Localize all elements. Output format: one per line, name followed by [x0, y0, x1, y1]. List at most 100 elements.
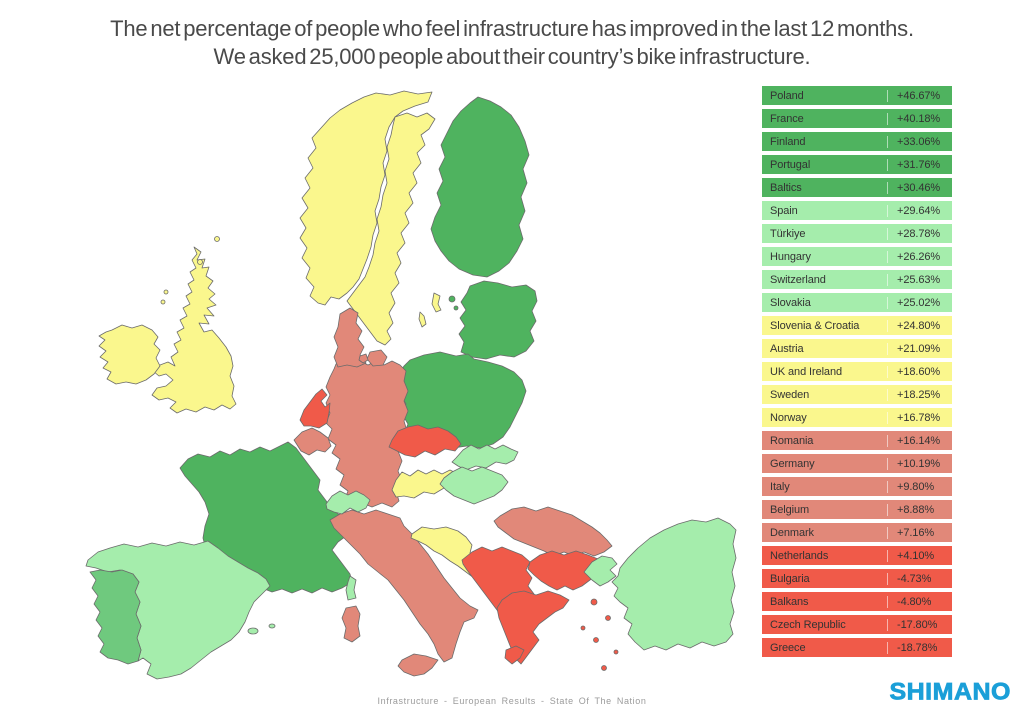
legend-value-label: +16.14%: [887, 434, 952, 447]
legend-row: Hungary +26.26%: [762, 247, 952, 266]
legend-country-label: UK and Ireland: [770, 365, 842, 378]
map-uk-island: [163, 289, 169, 295]
legend-value-label: +4.10%: [887, 549, 952, 562]
legend-row: Austria +21.09%: [762, 339, 952, 358]
map-region-germany: [325, 360, 409, 508]
map-uk-island: [197, 259, 203, 265]
map-region-italy: [329, 509, 479, 663]
legend-country-label: Balkans: [770, 595, 809, 608]
legend-country-label: Romania: [770, 434, 814, 447]
map-region-denmark: [333, 307, 367, 368]
legend-country-label: Czech Republic: [770, 618, 846, 631]
legend-value-label: +9.80%: [887, 480, 952, 493]
legend-country-label: Bulgaria: [770, 572, 810, 585]
map-region-turkiye: [611, 517, 737, 651]
title-line-1: The net percentage of people who feel in…: [110, 16, 914, 41]
legend-row: Türkiye +28.78%: [762, 224, 952, 243]
map-oland: [418, 311, 427, 328]
map-region-turkiye-thrace: [583, 555, 618, 587]
legend-value-label: +16.78%: [887, 411, 952, 424]
legend-row: Romania +16.14%: [762, 431, 952, 450]
map-region-czech-republic: [388, 424, 462, 458]
legend-row: Spain +29.64%: [762, 201, 952, 220]
legend-country-label: Greece: [770, 641, 806, 654]
map-aegean-island: [601, 665, 607, 671]
legend-row: Germany +10.19%: [762, 454, 952, 473]
legend-row: Belgium +8.88%: [762, 500, 952, 519]
map-region-belgium: [293, 427, 332, 456]
legend-value-label: -18.78%: [887, 641, 952, 654]
legend-row: Czech Republic -17.80%: [762, 615, 952, 634]
map-region-bulgaria: [527, 550, 605, 591]
legend-value-label: +29.64%: [887, 204, 952, 217]
map-aegean-island: [605, 615, 611, 621]
map-aegean-island: [613, 649, 619, 655]
legend-value-label: +25.02%: [887, 296, 952, 309]
legend-row: Slovakia +25.02%: [762, 293, 952, 312]
legend-country-label: Slovenia & Croatia: [770, 319, 860, 332]
legend-value-label: +10.19%: [887, 457, 952, 470]
map-sardinia: [341, 605, 361, 643]
legend-row: Greece -18.78%: [762, 638, 952, 657]
legend-row: Norway +16.78%: [762, 408, 952, 427]
map-balearic-island: [247, 627, 259, 635]
title-line-2: We asked 25,000 people about their count…: [213, 44, 811, 69]
legend-country-label: Poland: [770, 89, 804, 102]
legend-country-label: Finland: [770, 135, 806, 148]
legend-value-label: +26.26%: [887, 250, 952, 263]
shimano-logo: SHIMANO: [889, 678, 1011, 706]
legend-row: Sweden +18.25%: [762, 385, 952, 404]
legend-value-label: +25.63%: [887, 273, 952, 286]
legend-row: Finland +33.06%: [762, 132, 952, 151]
map-sicily: [397, 653, 439, 677]
legend-value-label: +21.09%: [887, 342, 952, 355]
page-title: The net percentage of people who feel in…: [0, 15, 1024, 71]
map-gotland: [431, 292, 442, 313]
legend-table: Poland +46.67% France +40.18% Finland +33.06%…: [762, 86, 952, 661]
map-region-switzerland: [325, 490, 371, 515]
map-region-hungary: [439, 466, 509, 505]
map-region-uk: [151, 246, 237, 414]
legend-row: Baltics +30.46%: [762, 178, 952, 197]
legend-country-label: France: [770, 112, 804, 125]
legend-value-label: +40.18%: [887, 112, 952, 125]
legend-country-label: Austria: [770, 342, 804, 355]
legend-value-label: -17.80%: [887, 618, 952, 631]
legend-row: Denmark +7.16%: [762, 523, 952, 542]
map-uk-island: [214, 236, 220, 242]
legend-value-label: -4.73%: [887, 572, 952, 585]
legend-value-label: -4.80%: [887, 595, 952, 608]
legend-country-label: Türkiye: [770, 227, 806, 240]
legend-country-label: Spain: [770, 204, 798, 217]
legend-row: Bulgaria -4.73%: [762, 569, 952, 588]
legend-row: France +40.18%: [762, 109, 952, 128]
map-greece-peloponnese: [504, 645, 525, 665]
map-region-romania: [493, 506, 613, 557]
legend-value-label: +8.88%: [887, 503, 952, 516]
map-aegean-island: [590, 598, 598, 606]
legend-row: Italy +9.80%: [762, 477, 952, 496]
footer-caption: Infrastructure - European Results - Stat…: [377, 696, 647, 706]
legend-country-label: Italy: [770, 480, 790, 493]
legend-value-label: +28.78%: [887, 227, 952, 240]
map-region-poland: [398, 351, 527, 449]
legend-country-label: Germany: [770, 457, 815, 470]
legend-value-label: +7.16%: [887, 526, 952, 539]
map-region-norway: [299, 90, 433, 306]
legend-country-label: Sweden: [770, 388, 810, 401]
legend-value-label: +18.60%: [887, 365, 952, 378]
map-region-portugal: [89, 569, 142, 665]
legend-country-label: Slovakia: [770, 296, 811, 309]
map-region-greece: [496, 590, 570, 665]
legend-country-label: Norway: [770, 411, 807, 424]
map-region-slovakia: [451, 444, 519, 471]
legend-row: Balkans -4.80%: [762, 592, 952, 611]
map-baltic-island: [453, 305, 459, 311]
legend-value-label: +33.06%: [887, 135, 952, 148]
legend-row: Switzerland +25.63%: [762, 270, 952, 289]
map-aegean-island: [593, 637, 599, 643]
map-region-sweden: [346, 112, 436, 346]
map-denmark-funen: [358, 353, 369, 364]
legend-country-label: Denmark: [770, 526, 814, 539]
map-balearic-island: [268, 623, 276, 629]
